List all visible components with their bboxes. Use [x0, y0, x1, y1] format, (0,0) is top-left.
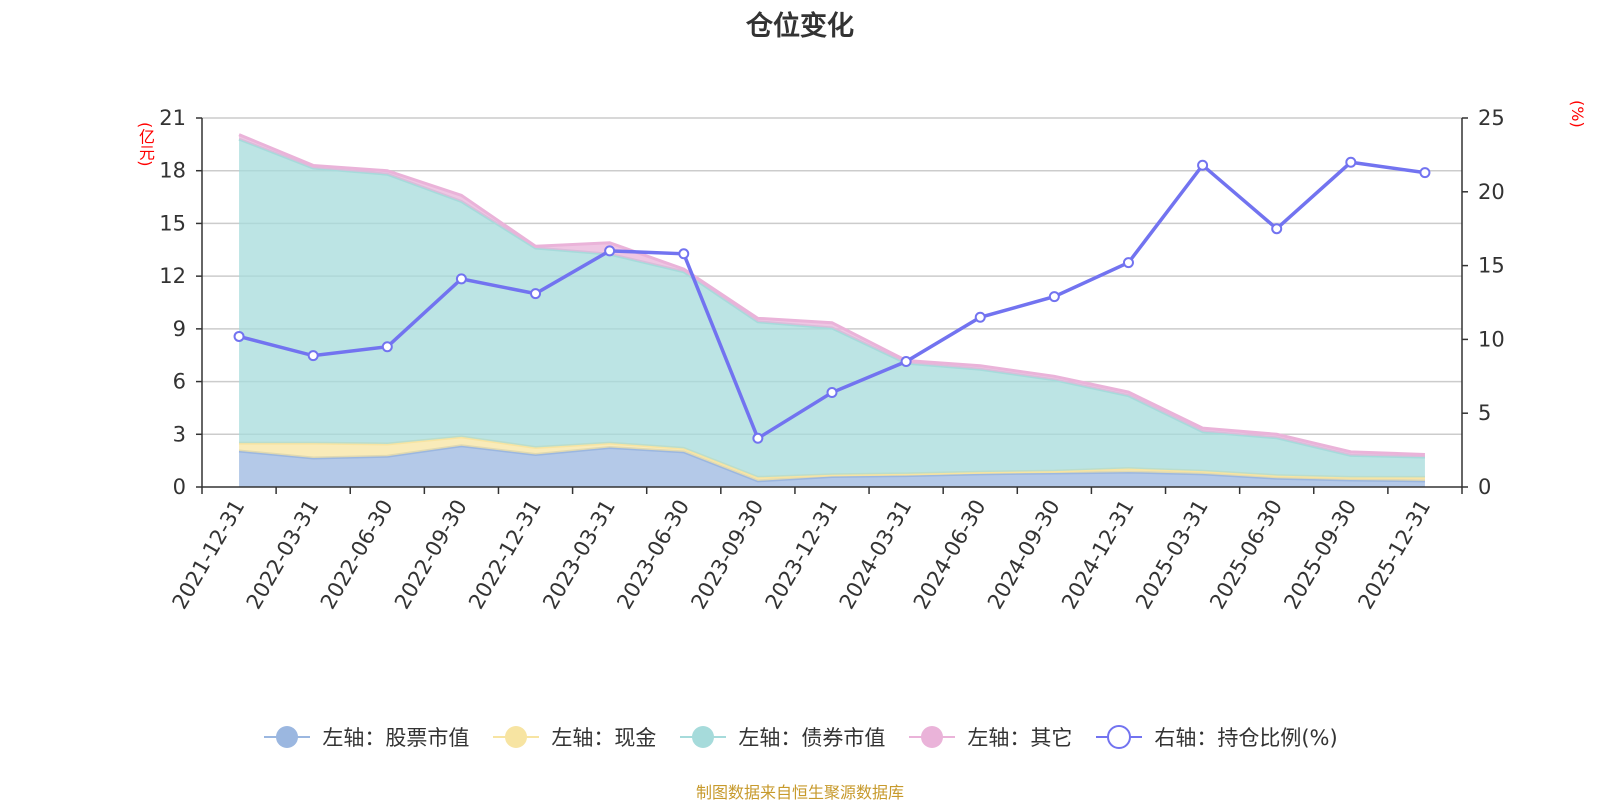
- legend-other-icon: [909, 726, 956, 748]
- left-axis-tick-label: 18: [159, 159, 186, 183]
- x-axis-tick-label: 2023-03-31: [538, 496, 620, 614]
- legend-stock-icon: [264, 726, 311, 748]
- x-axis-tick-label: 2024-12-31: [1057, 496, 1139, 614]
- left-axis-unit: (亿元): [136, 122, 155, 167]
- ratio-point: [604, 245, 616, 257]
- legend-item-ratio[interactable]: 右轴：持仓比例(%): [1094, 722, 1338, 752]
- legend-item-stock[interactable]: 左轴：股票市值: [262, 722, 469, 752]
- left-axis-tick-label: 0: [173, 475, 186, 499]
- ratio-point: [530, 288, 542, 300]
- x-axis-tick-label: 2025-03-31: [1131, 496, 1213, 614]
- left-axis-tick-label: 3: [173, 422, 186, 446]
- legend-item-bond[interactable]: 左轴：债券市值: [678, 722, 885, 752]
- x-axis-tick-label: 2024-09-30: [983, 496, 1065, 614]
- ratio-point: [233, 330, 245, 342]
- right-axis-tick-label: 10: [1478, 327, 1505, 351]
- ratio-point: [1271, 223, 1283, 235]
- left-axis-tick-label: 12: [159, 264, 186, 288]
- x-axis-tick-label: 2025-12-31: [1353, 496, 1435, 614]
- ratio-point: [381, 341, 393, 353]
- x-axis-tick-label: 2025-06-30: [1205, 496, 1287, 614]
- x-axis-tick-label: 2022-03-31: [242, 496, 324, 614]
- left-axis-tick-label: 21: [159, 106, 186, 130]
- ratio-point: [1122, 257, 1134, 269]
- x-axis-tick-label: 2024-03-31: [835, 496, 917, 614]
- ratio-point: [900, 356, 912, 368]
- legend-cash-icon: [493, 726, 540, 748]
- ratio-point: [678, 248, 690, 260]
- right-axis-unit: (%): [1568, 100, 1587, 128]
- legend-other-label: 左轴：其它: [967, 726, 1073, 750]
- chart-canvas: 0 3 6 9 12 15 18 21 0 5 10 15 20 25 2021-12-312022-03-…: [159, 106, 1505, 614]
- ratio-point: [1197, 159, 1209, 171]
- right-axis-tick-label: 20: [1478, 180, 1505, 204]
- legend: 左轴：股票市值 左轴：现金 左轴：债券市值 左轴：其它 右轴：持仓比例(%): [0, 722, 1600, 752]
- legend-item-cash[interactable]: 左轴：现金: [491, 722, 656, 752]
- x-axis-tick-label: 2023-12-31: [761, 496, 843, 614]
- ratio-point: [1419, 167, 1431, 179]
- ratio-point: [974, 311, 986, 323]
- left-axis-tick-label: 15: [159, 211, 186, 235]
- area-series-0: [239, 445, 1425, 487]
- ratio-point: [1048, 291, 1060, 303]
- x-axis-tick-label: 2023-09-30: [686, 496, 768, 614]
- right-axis-tick-label: 0: [1478, 475, 1491, 499]
- x-axis-tick-label: 2025-09-30: [1279, 496, 1361, 614]
- x-axis-tick-label: 2023-06-30: [612, 496, 694, 614]
- legend-stock-label: 左轴：股票市值: [322, 726, 470, 750]
- ratio-point: [455, 273, 467, 285]
- ratio-point: [752, 432, 764, 444]
- area-series-2: [239, 139, 1425, 478]
- x-axis-tick-label: 2022-12-31: [464, 496, 546, 614]
- x-axis-tick-label: 2024-06-30: [909, 496, 991, 614]
- left-axis-tick-label: 6: [173, 370, 186, 394]
- legend-ratio-icon: [1096, 725, 1143, 749]
- ratio-point: [1345, 156, 1357, 168]
- area-series-edge-3: [238, 133, 1425, 456]
- x-axis-tick-label: 2021-12-31: [168, 496, 250, 614]
- ratio-point: [307, 350, 319, 362]
- source-note: 制图数据来自恒生聚源数据库: [695, 783, 904, 802]
- legend-bond-label: 左轴：债券市值: [738, 726, 886, 750]
- legend-ratio-label: 右轴：持仓比例(%): [1154, 726, 1338, 750]
- left-axis-tick-label: 9: [173, 317, 186, 341]
- x-axis-tick-label: 2022-09-30: [390, 495, 472, 613]
- right-axis-tick-label: 5: [1478, 401, 1491, 425]
- right-axis-tick-label: 15: [1478, 254, 1505, 278]
- ratio-point: [826, 387, 838, 399]
- legend-bond-icon: [680, 726, 727, 748]
- legend-item-other[interactable]: 左轴：其它: [907, 722, 1072, 752]
- x-axis-tick-label: 2022-06-30: [316, 496, 398, 614]
- legend-cash-label: 左轴：现金: [551, 726, 657, 750]
- chart-title: 仓位变化: [746, 11, 854, 42]
- right-axis-tick-label: 25: [1478, 106, 1505, 130]
